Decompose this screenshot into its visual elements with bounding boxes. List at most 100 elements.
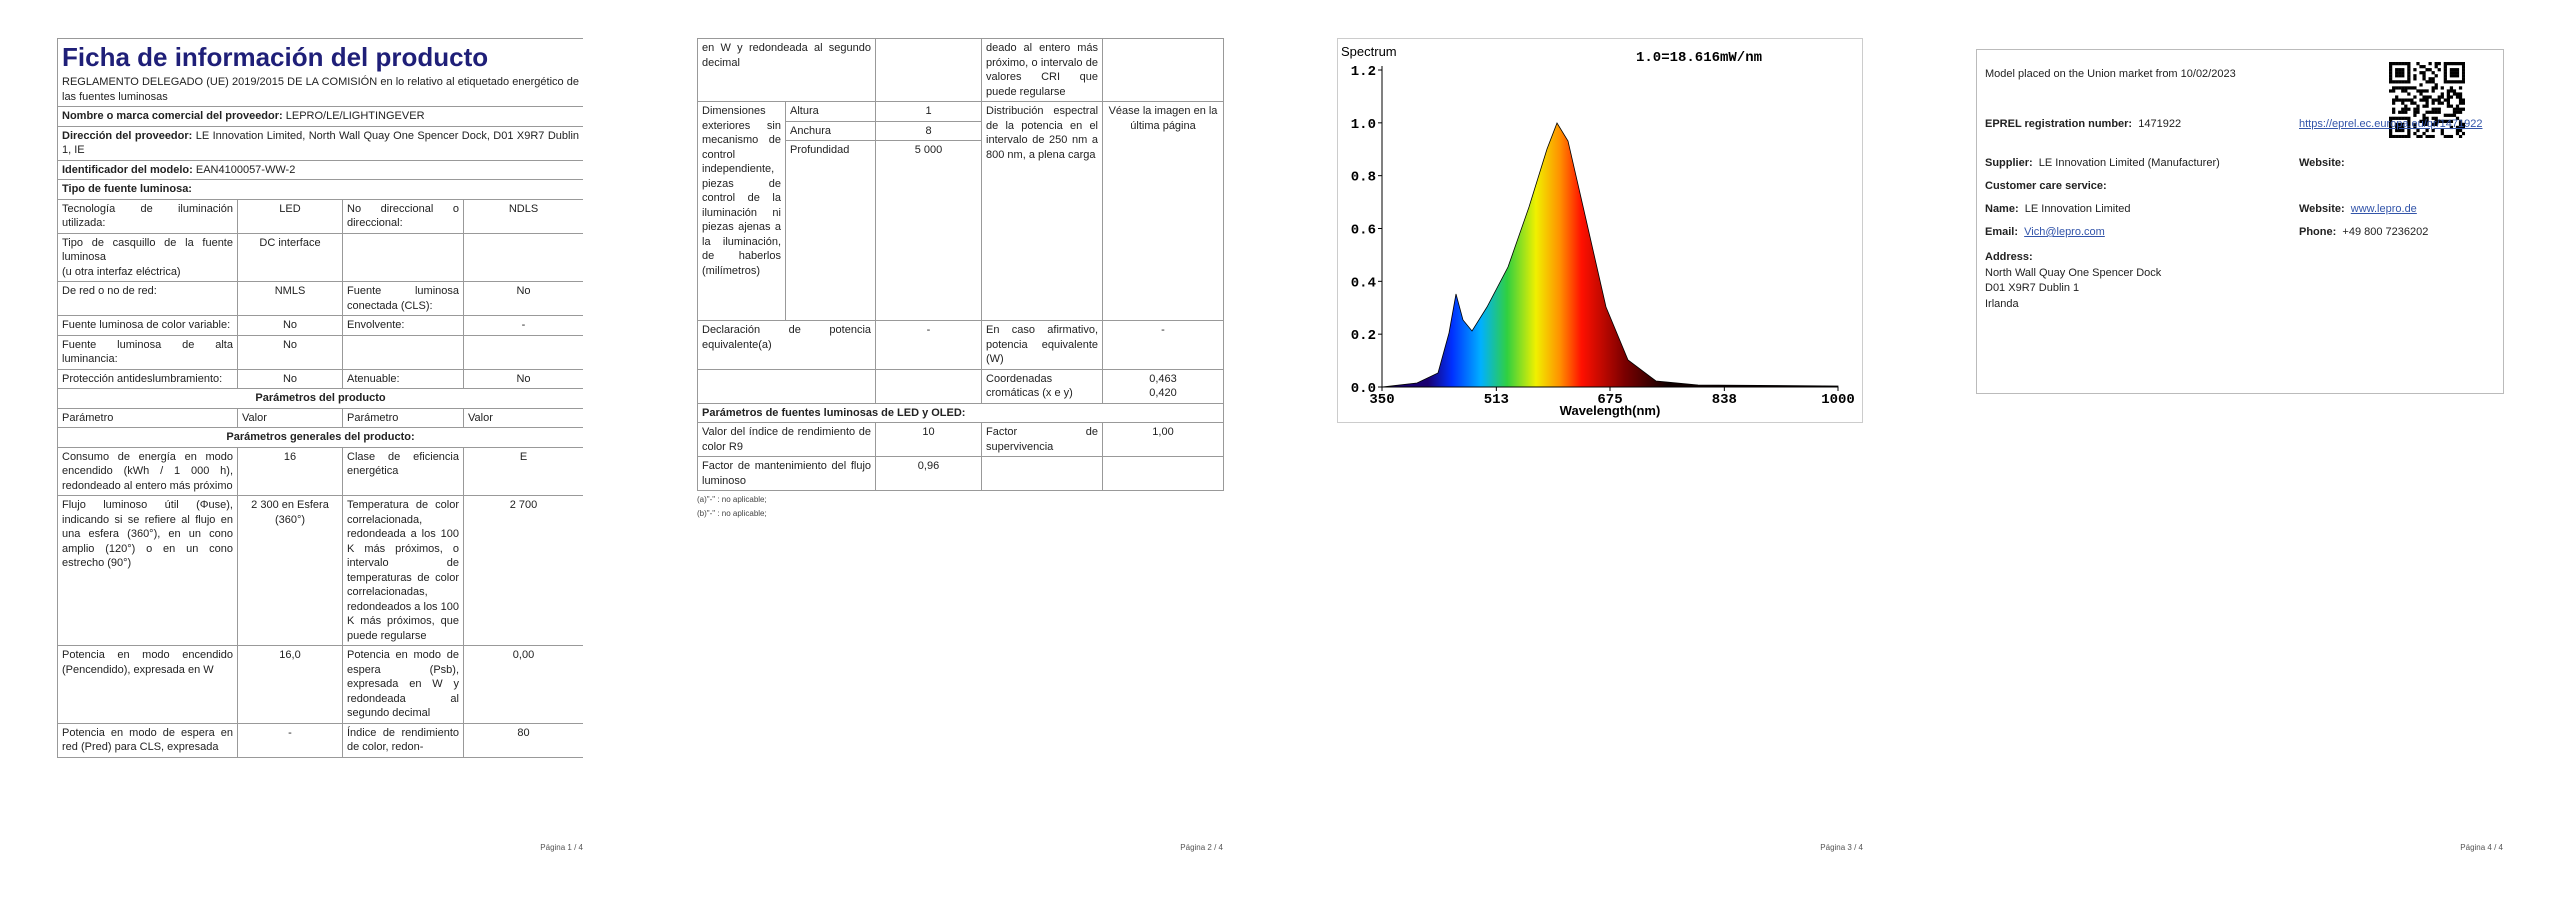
column-header: Valor xyxy=(462,407,583,428)
qr-module xyxy=(2452,89,2457,93)
y-tick-label: 0.0 xyxy=(1351,381,1376,397)
qr-module xyxy=(2389,134,2393,138)
qr-module xyxy=(2437,119,2441,123)
qr-module xyxy=(2389,125,2393,130)
x-tick-label: 513 xyxy=(1484,392,1509,408)
qr-module xyxy=(2407,68,2411,72)
qr-module xyxy=(2458,92,2463,96)
qr-module xyxy=(2407,77,2411,81)
cell: No xyxy=(237,334,343,370)
value: LE Innovation Limited xyxy=(2024,203,2131,215)
email-link[interactable]: Vich@lepro.com xyxy=(2024,226,2105,238)
qr-module xyxy=(2455,128,2460,133)
qr-module xyxy=(2398,80,2402,84)
qr-module xyxy=(2422,74,2426,78)
qr-module xyxy=(2425,68,2429,72)
qr-module xyxy=(2431,89,2435,93)
qr-module xyxy=(2437,98,2441,102)
qr-module xyxy=(2440,86,2444,90)
qr-module xyxy=(2422,119,2426,123)
qr-module xyxy=(2431,71,2435,75)
qr-module xyxy=(2419,65,2423,69)
qr-module xyxy=(2395,125,2399,130)
qr-module xyxy=(2437,101,2441,105)
qr-module xyxy=(2407,107,2411,111)
qr-module xyxy=(2398,74,2402,78)
qr-module xyxy=(2443,119,2447,123)
qr-module xyxy=(2446,98,2450,102)
column-header: Valor xyxy=(237,407,343,428)
qr-module xyxy=(2407,119,2411,123)
qr-module xyxy=(2428,77,2432,81)
qr-module xyxy=(2389,128,2393,133)
qr-module xyxy=(2398,98,2402,102)
qr-module xyxy=(2404,104,2408,108)
qr-module xyxy=(2455,80,2460,84)
qr-module xyxy=(2446,62,2450,66)
qr-module xyxy=(2401,107,2405,111)
address-line: North Wall Quay One Spencer Dock xyxy=(1985,266,2162,279)
page-number: Página 1 / 4 xyxy=(540,843,583,852)
qr-module xyxy=(2425,104,2429,108)
qr-module xyxy=(2458,62,2463,66)
qr-module xyxy=(2422,131,2426,136)
spectrum-box: Spectrum 1.0=18.616mW/nm Wavelength(nm) … xyxy=(1337,38,1863,423)
qr-module xyxy=(2404,110,2408,114)
qr-module xyxy=(2401,89,2405,93)
qr-module xyxy=(2398,68,2402,72)
footnote: (b)"-" : no aplicable; xyxy=(697,509,767,518)
qr-module xyxy=(2395,116,2399,120)
qr-module xyxy=(2392,98,2396,102)
qr-module xyxy=(2407,80,2411,84)
qr-module xyxy=(2413,101,2417,105)
qr-module xyxy=(2434,119,2438,123)
qr-module xyxy=(2452,68,2457,72)
qr-module xyxy=(2389,80,2393,84)
cell: De red o no de red: xyxy=(57,281,238,316)
column-header: Parámetro xyxy=(57,407,238,428)
cell: Altura xyxy=(784,101,877,122)
eprel-link[interactable]: https://eprel.ec.europa.eu/qr/1471922 xyxy=(2299,118,2483,130)
title: Ficha de información del producto xyxy=(62,42,489,72)
qr-module xyxy=(2440,92,2444,96)
qr-module xyxy=(2434,62,2438,66)
qr-module xyxy=(2443,134,2447,138)
section-heading: Parámetros de fuentes luminosas de LED y… xyxy=(696,402,1225,423)
label: Email: xyxy=(1985,226,2019,238)
cell: 8 xyxy=(875,120,983,141)
heading: Tipo de fuente luminosa: xyxy=(62,183,192,195)
qr-module xyxy=(2395,128,2399,133)
website-link[interactable]: www.lepro.de xyxy=(2350,203,2417,215)
cell: Tecnología de iluminación utilizada: xyxy=(57,198,238,234)
qr-module xyxy=(2434,110,2438,114)
label: Dirección del proveedor: xyxy=(62,129,193,142)
qr-module xyxy=(2446,89,2450,93)
qr-module xyxy=(2458,80,2463,84)
qr-module xyxy=(2431,134,2435,138)
qr-module xyxy=(2434,107,2438,111)
qr-module xyxy=(2425,98,2429,102)
qr-module xyxy=(2461,101,2465,105)
qr-module xyxy=(2398,116,2402,120)
qr-module xyxy=(2389,89,2393,93)
qr-module xyxy=(2401,71,2405,75)
qr-module xyxy=(2452,113,2457,117)
qr-module xyxy=(2452,74,2457,78)
qr-module xyxy=(2434,98,2438,102)
qr-module xyxy=(2419,92,2423,96)
qr-module xyxy=(2458,134,2463,138)
qr-module xyxy=(2440,131,2444,136)
qr-module xyxy=(2401,134,2405,138)
qr-module xyxy=(2431,80,2435,84)
qr-module xyxy=(2425,122,2429,127)
y-tick-label: 1.2 xyxy=(1351,64,1376,80)
qr-module xyxy=(2461,68,2465,72)
y-tick-label: 0.6 xyxy=(1351,223,1376,239)
label: Address: xyxy=(1985,251,2033,263)
cell: Protección antideslumbramiento: xyxy=(57,368,238,389)
qr-module xyxy=(2449,80,2454,84)
qr-module xyxy=(2404,107,2408,111)
qr-module xyxy=(2458,107,2463,111)
qr-module xyxy=(2401,110,2405,114)
